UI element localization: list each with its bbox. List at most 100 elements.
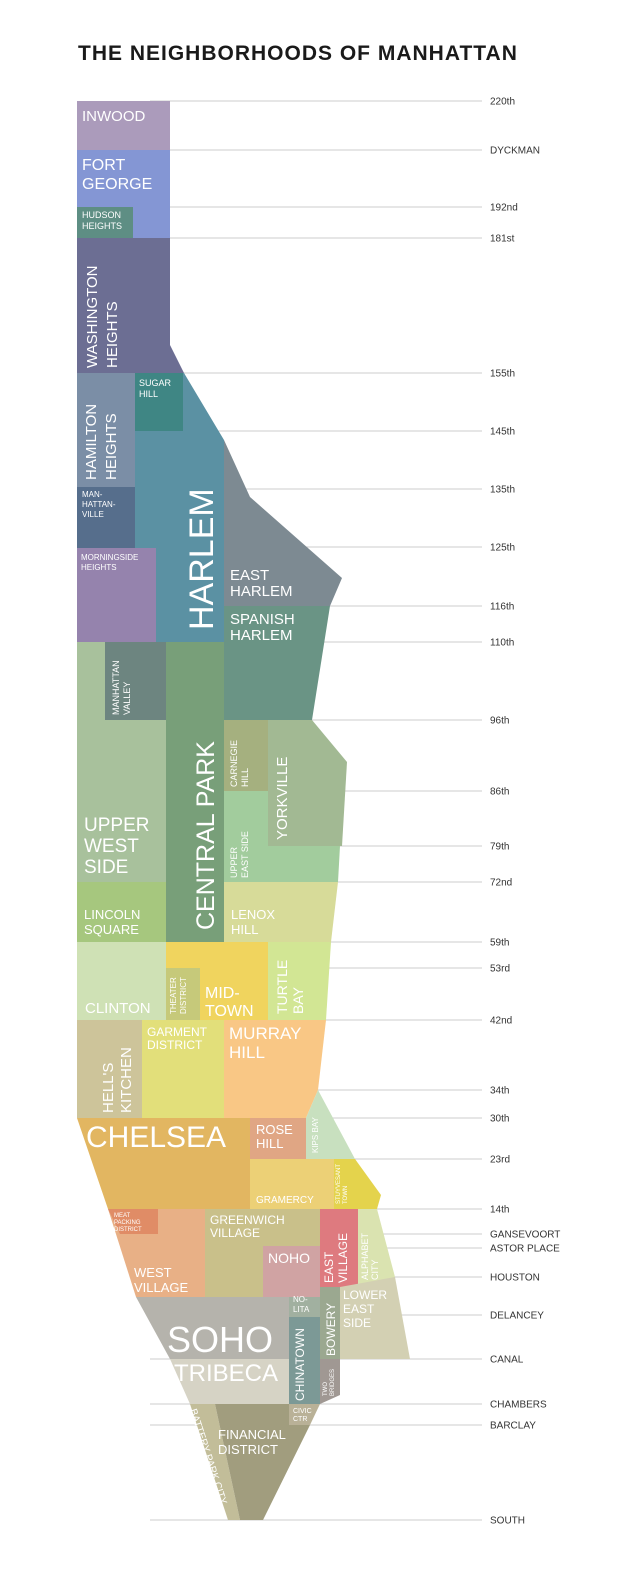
label-two-bridges: TWOBRIDGES: [323, 1369, 336, 1396]
label-line-inwood-0: INWOOD: [82, 108, 145, 125]
label-line-meatpacking-district-0: MEAT: [114, 1213, 131, 1219]
label-line-west-village-0: WEST: [134, 1265, 172, 1280]
label-carnegie-hill: CARNEGIEHILL: [229, 740, 250, 787]
label-hudson-heights: HUDSON HEIGHTS: [82, 210, 122, 231]
label-line-financial-district-1: DISTRICT: [218, 1442, 278, 1457]
street-label-18: 30th: [490, 1114, 509, 1125]
street-label-0: 220th: [490, 97, 515, 108]
region-rose-hill: [250, 1118, 306, 1159]
region-east-harlem: [224, 440, 342, 606]
label-lower-east-side: LOWER EAST SIDE: [343, 1288, 387, 1330]
region-greenwich-village: [205, 1209, 320, 1297]
label-line-stuyvesant-town-1: TOWN: [343, 1186, 349, 1204]
region-battery-park-city: [190, 1404, 240, 1520]
label-line-alphabet-city-1: CITY: [370, 1259, 380, 1280]
label-central-park: CENTRAL PARK: [192, 741, 220, 930]
region-garment-district: [142, 1020, 224, 1118]
label-fort-george: FORT GEORGE: [82, 157, 152, 193]
label-line-lincoln-square-0: LINCOLN: [84, 907, 140, 922]
label-financial-district: FINANCIAL DISTRICT: [218, 1427, 286, 1457]
label-washington-heights: WASHINGTON HEIGHTS: [84, 265, 121, 368]
label-line-noho-0: NOHO: [268, 1250, 310, 1266]
region-midtown: [166, 942, 268, 1020]
label-greenwich-village: GREENWICH VILLAGE: [210, 1213, 285, 1240]
region-upper-east-side: [224, 791, 340, 882]
region-clinton: [77, 942, 166, 1020]
label-stuyvesant-town: STUYVESANTTOWN: [336, 1164, 349, 1204]
region-noho: [263, 1246, 320, 1297]
label-west-village: WEST VILLAGE: [134, 1265, 189, 1295]
label-upper-east-side: UPPEREAST SIDE: [229, 831, 250, 878]
region-sugar-hill: [135, 373, 183, 431]
label-line-civic-center-0: CIVIC: [293, 1408, 312, 1415]
region-spanish-harlem: [224, 606, 330, 720]
label-line-hells-kitchen-1: KITCHEN: [118, 1047, 135, 1113]
label-line-hudson-heights-1: HEIGHTS: [82, 221, 122, 231]
region-central-park: [166, 642, 224, 942]
label-line-upper-west-side-0: UPPER: [84, 815, 149, 836]
street-label-2: 192nd: [490, 203, 518, 214]
label-line-east-village-0: EAST: [322, 1251, 336, 1283]
label-hamilton-heights: HAMILTON HEIGHTS: [83, 404, 120, 480]
label-line-spanish-harlem-0: SPANISH: [230, 611, 295, 628]
label-noho: NOHO: [268, 1250, 310, 1266]
region-tribeca: [170, 1359, 289, 1404]
label-line-manhattan-valley-0: MANHATTAN: [111, 660, 121, 715]
label-manhattan-valley: MANHATTANVALLEY: [111, 660, 132, 715]
street-label-20: 14th: [490, 1205, 509, 1216]
label-turtle-bay: TURTLEBAY: [274, 960, 306, 1014]
region-hamilton-heights: [77, 373, 135, 487]
region-chelsea: [77, 1118, 250, 1209]
label-tribeca: TRIBECA: [174, 1360, 278, 1387]
label-line-manhattan-valley-1: VALLEY: [122, 682, 132, 715]
label-lenox-hill: LENOX HILL: [231, 907, 275, 937]
region-gramercy: [250, 1159, 334, 1209]
label-soho: SOHO: [167, 1319, 273, 1360]
region-harlem: [135, 373, 224, 642]
label-hells-kitchen: HELL'SKITCHEN: [100, 1047, 135, 1113]
label-line-murray-hill-0: MURRAY: [229, 1024, 301, 1043]
map-title: THE NEIGHBORHOODS OF MANHATTAN: [78, 42, 518, 65]
street-label-28: SOUTH: [490, 1516, 525, 1527]
region-carnegie-hill: [224, 720, 268, 791]
label-line-chinatown-0: CHINATOWN: [293, 1328, 307, 1401]
label-civic-center: CIVIC CTR: [293, 1408, 312, 1423]
street-label-4: 155th: [490, 369, 515, 380]
region-two-bridges: [320, 1359, 340, 1404]
label-line-hamilton-heights-0: HAMILTON: [83, 404, 100, 480]
region-kips-bay: [306, 1090, 355, 1159]
label-line-midtown-1: TOWN: [205, 1003, 254, 1020]
region-hells-kitchen: [77, 1020, 142, 1118]
label-line-spanish-harlem-1: HARLEM: [230, 627, 293, 644]
label-line-soho-0: SOHO: [167, 1319, 273, 1360]
label-line-bowery-0: BOWERY: [324, 1303, 338, 1356]
label-line-upper-west-side-1: WEST: [84, 836, 139, 857]
label-line-turtle-bay-0: TURTLE: [274, 960, 290, 1014]
label-line-theater-district-0: THEATER: [169, 977, 178, 1014]
region-yorkville: [268, 720, 347, 846]
label-lincoln-square: LINCOLN SQUARE: [84, 907, 140, 937]
label-line-lenox-hill-0: LENOX: [231, 907, 275, 922]
label-line-meatpacking-district-1: PACKING: [114, 1220, 141, 1226]
label-line-stuyvesant-town-0: STUYVESANT: [336, 1164, 342, 1204]
label-line-lenox-hill-1: HILL: [231, 922, 258, 937]
region-murray-hill: [224, 1020, 326, 1118]
label-line-upper-east-side-1: EAST SIDE: [240, 831, 250, 878]
street-label-27: BARCLAY: [490, 1421, 536, 1432]
region-hudson-heights: [77, 207, 133, 238]
label-line-kips-bay-0: KIPS BAY: [311, 1116, 320, 1153]
street-label-7: 125th: [490, 543, 515, 554]
label-line-two-bridges-0: TWO: [323, 1382, 329, 1396]
label-line-rose-hill-1: HILL: [256, 1136, 283, 1151]
street-label-19: 23rd: [490, 1155, 510, 1166]
street-label-22: ASTOR PLACE: [490, 1244, 560, 1255]
label-line-hudson-heights-0: HUDSON: [82, 210, 121, 220]
street-label-25: CANAL: [490, 1355, 524, 1366]
label-theater-district: THEATERDISTRICT: [169, 977, 188, 1014]
label-line-manhattanville-1: HATTAN-: [82, 500, 116, 509]
street-label-11: 86th: [490, 787, 509, 798]
label-yorkville: YORKVILLE: [274, 757, 291, 840]
label-line-gramercy-0: GRAMERCY: [256, 1195, 314, 1206]
label-sugar-hill: SUGAR HILL: [139, 378, 172, 399]
region-alphabet-city: [358, 1209, 395, 1287]
